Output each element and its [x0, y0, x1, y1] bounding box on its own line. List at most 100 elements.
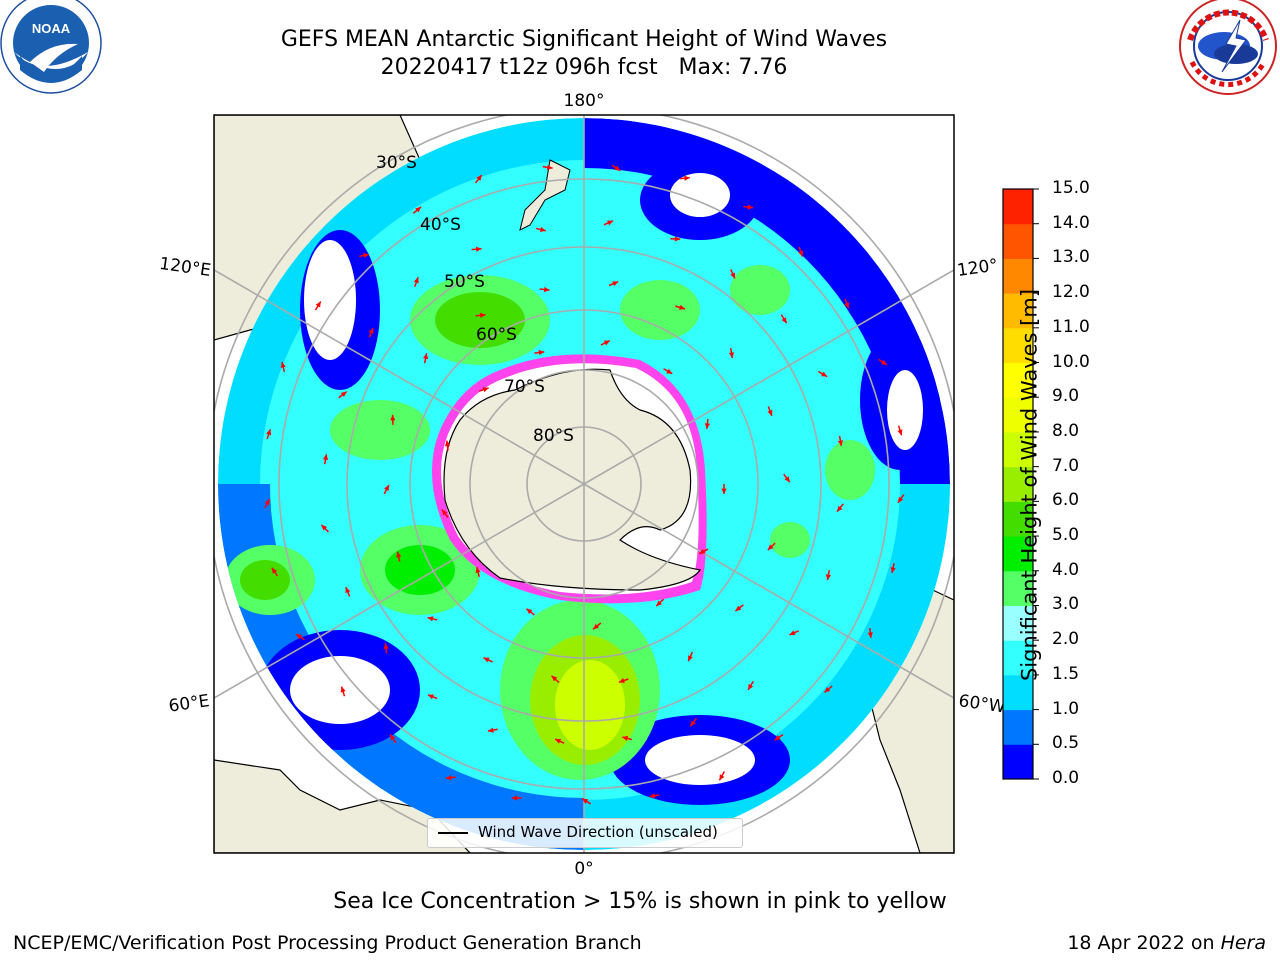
- wave-direction-arrowhead: [593, 623, 599, 630]
- wave-direction-arrowhead: [368, 327, 374, 334]
- wave-direction-arrowhead: [674, 236, 681, 242]
- wave-direction-arrowhead: [345, 587, 351, 594]
- africa-landmass: [214, 759, 471, 853]
- wave-direction-arrowhead: [340, 391, 347, 397]
- wave-direction-arrowhead: [603, 340, 610, 346]
- colorbar-label: Significant Height of Wind Waves [m]: [1017, 288, 1042, 682]
- sea-ice-note: Sea Ice Concentration > 15% is shown in …: [333, 889, 947, 914]
- colorbar-tick-label: 7.0: [1052, 455, 1080, 476]
- wind-wave-vectors: [264, 164, 905, 805]
- wave-direction-arrowhead: [730, 272, 736, 279]
- colorbar-segment: [1003, 605, 1033, 641]
- colorbar-tick-label: 9.0: [1052, 386, 1080, 407]
- wave-direction-arrowhead: [837, 440, 843, 446]
- wave-direction-arrowhead: [649, 793, 656, 799]
- wave-direction-arrowhead: [315, 301, 321, 308]
- wave-direction-arrowhead: [423, 353, 429, 360]
- colorbar-segment: [1003, 189, 1033, 225]
- colorbar-segment: [1003, 501, 1033, 537]
- wave-direction-arrowhead: [551, 675, 558, 682]
- wave-direction-arrowhead: [555, 738, 562, 744]
- wave-direction-arrowhead: [890, 567, 896, 573]
- wave-direction-arrowhead: [719, 774, 725, 781]
- wave-direction-arrowhead: [543, 286, 550, 293]
- wave-direction-arrowhead: [618, 678, 625, 683]
- chart-title: GEFS MEAN Antarctic Significant Height o…: [0, 26, 1168, 82]
- wave-direction-arrowhead: [482, 387, 489, 393]
- colorbar-segment: [1003, 397, 1033, 433]
- title-line-2: 20220417 t12z 096h fcst Max: 7.76: [380, 55, 788, 80]
- wave-direction-arrowhead: [445, 775, 452, 781]
- colorbar-segment: [1003, 744, 1033, 780]
- lon-label-bottom: 0°: [574, 859, 593, 879]
- colorbar-segment: [1003, 431, 1033, 468]
- wave-direction-arrowhead: [321, 524, 328, 531]
- colorbar: [1002, 188, 1039, 780]
- wave-direction-arrowhead: [821, 371, 828, 377]
- colorbar-tick-label: 2.0: [1052, 629, 1080, 650]
- wave-direction-arrowhead: [280, 362, 286, 368]
- wave-direction-arrowhead: [622, 735, 629, 741]
- colorbar-tick-label: 0.5: [1052, 733, 1080, 754]
- wave-direction-arrowhead: [475, 567, 481, 574]
- lon-label-lower-left: 60°E: [167, 691, 210, 716]
- colorbar-segment: [1003, 674, 1033, 711]
- colorbar-tick-label: 4.0: [1052, 559, 1080, 580]
- wave-direction-arrowhead: [264, 499, 270, 506]
- wave-direction-arrowhead: [487, 727, 494, 733]
- wave-direction-arrowhead: [767, 409, 773, 416]
- lat-label-70s: 70°S: [504, 377, 545, 397]
- wave-direction-arrowhead: [546, 164, 553, 170]
- wave-direction-arrowhead: [798, 250, 804, 257]
- colorbar-segment: [1003, 570, 1033, 606]
- legend-label: Wind Wave Direction (unscaled): [478, 823, 718, 841]
- lat-label-30s: 30°S: [376, 153, 417, 173]
- wave-direction-arrowhead: [483, 657, 490, 663]
- colorbar-segment: [1003, 640, 1033, 676]
- lon-label-lower-right: 60°W: [957, 691, 1006, 717]
- colorbar-tick-label: 1.5: [1052, 663, 1080, 684]
- colorbar-tick-label: 15.0: [1052, 178, 1090, 198]
- colorbar-tick-label: 5.0: [1052, 525, 1080, 546]
- wave-direction-arrowhead: [340, 686, 346, 693]
- wave-direction-arrowhead: [582, 798, 589, 804]
- wave-direction-arrowhead: [511, 795, 518, 801]
- footer-host: Hera: [1220, 932, 1266, 954]
- wave-direction-arrowhead: [867, 632, 873, 638]
- footer-date: 18 Apr 2022 on Hera: [1067, 932, 1266, 954]
- lat-label-40s: 40°S: [420, 215, 461, 235]
- wave-direction-arrowhead: [415, 206, 422, 213]
- lon-label-upper-right: 120°: [956, 255, 999, 281]
- antarctica-landmass: [443, 368, 701, 591]
- colorbar-tick-label: 1.0: [1052, 698, 1080, 719]
- colorbar-segment: [1003, 536, 1033, 572]
- wave-direction-arrowhead: [897, 496, 904, 503]
- wave-direction-arrowhead: [897, 429, 903, 436]
- colorbar-tick-label: 0.0: [1052, 768, 1080, 788]
- wave-direction-arrowhead: [614, 165, 621, 171]
- colorbar-segment: [1003, 466, 1033, 502]
- wave-direction-arrowhead: [363, 252, 369, 259]
- wave-direction-arrowhead: [837, 505, 843, 512]
- wave-direction-arrowhead: [656, 600, 662, 607]
- wave-direction-arrowhead: [666, 368, 673, 374]
- colorbar-tick-label: 10.0: [1052, 351, 1090, 372]
- colorbar-segment: [1003, 293, 1033, 329]
- wave-direction-arrowhead: [296, 634, 303, 640]
- wave-direction-arrowhead: [441, 509, 448, 516]
- lat-label-50s: 50°S: [444, 272, 485, 292]
- wave-direction-arrowhead: [266, 429, 272, 436]
- wave-direction-arrowhead: [538, 349, 545, 356]
- wave-direction-arrowhead: [475, 246, 482, 252]
- wave-direction-arrowhead: [688, 655, 693, 662]
- wave-direction-arrowhead: [476, 175, 482, 181]
- colorbar-segment: [1003, 258, 1033, 294]
- colorbar-tick-label: 11.0: [1052, 316, 1090, 337]
- wave-direction-arrowhead: [526, 608, 533, 615]
- wave-direction-arrowhead: [824, 686, 831, 693]
- footer-branch: NCEP/EMC/Verification Post Processing Pr…: [13, 932, 642, 954]
- colorbar-tick-label: 14.0: [1052, 212, 1090, 233]
- colorbar-tick-label: 12.0: [1052, 282, 1090, 303]
- wave-direction-arrowhead: [612, 281, 619, 287]
- wave-direction-arrowhead: [747, 204, 754, 210]
